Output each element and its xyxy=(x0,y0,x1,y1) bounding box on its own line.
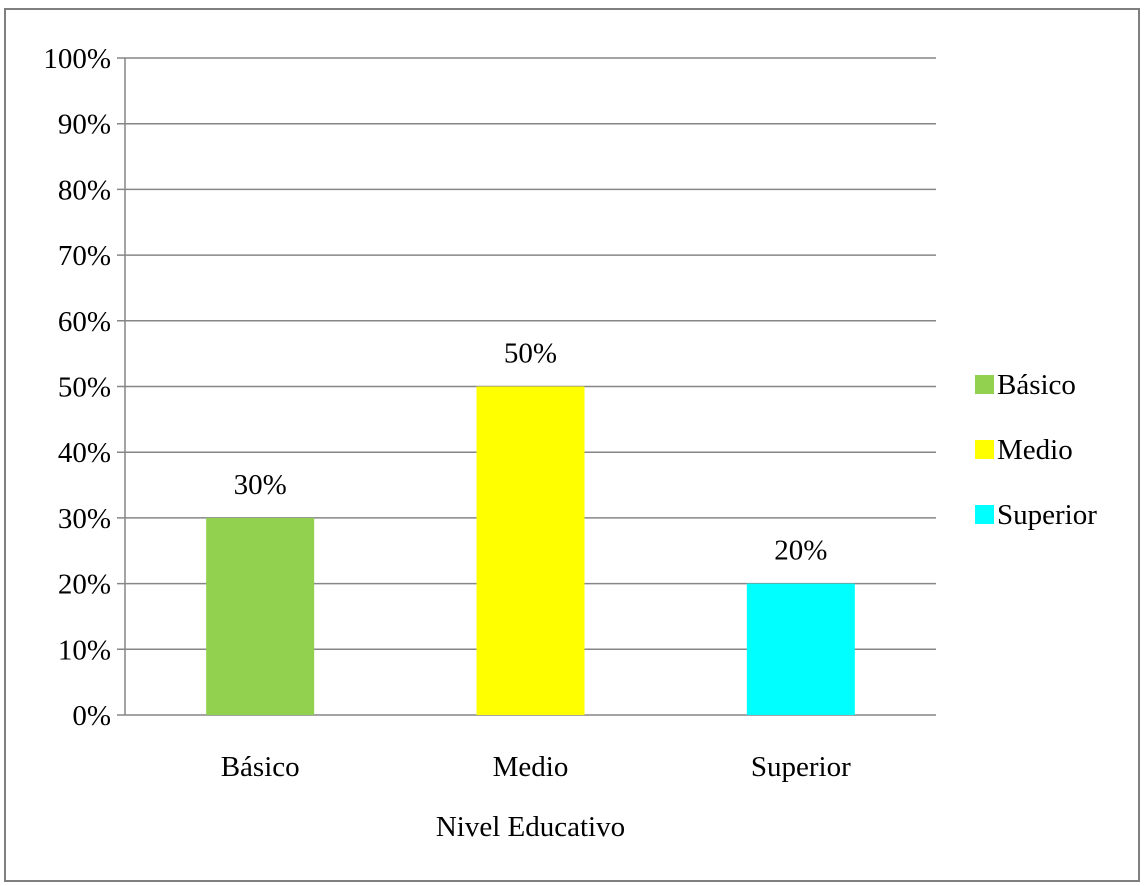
legend-swatch xyxy=(975,440,994,459)
legend-label: Básico xyxy=(997,369,1076,401)
x-category-label: Básico xyxy=(221,751,300,783)
legend-swatch xyxy=(975,375,994,394)
bar-medio xyxy=(476,386,585,715)
y-tick-label: 100% xyxy=(43,43,111,75)
data-label: 50% xyxy=(504,338,557,370)
y-tick-label: 60% xyxy=(58,306,111,338)
y-tick-label: 80% xyxy=(58,174,111,206)
legend-label: Superior xyxy=(997,499,1097,531)
y-tick-label: 10% xyxy=(58,634,111,666)
y-axis-ticks: 0% 10% 20% 30% 40% 50% 60% 70% 80% 90% 100% xyxy=(43,43,111,732)
y-tick-label: 50% xyxy=(58,372,111,404)
legend-label: Medio xyxy=(997,434,1073,466)
data-labels: 30% 50% 20% xyxy=(234,338,828,567)
y-tick-label: 0% xyxy=(72,700,111,732)
legend: Básico Medio Superior xyxy=(975,369,1097,531)
x-category-label: Superior xyxy=(751,751,851,783)
y-tick-label: 20% xyxy=(58,569,111,601)
data-label: 30% xyxy=(234,469,287,501)
data-label: 20% xyxy=(774,535,827,567)
bars xyxy=(206,386,855,715)
bar-superior xyxy=(746,583,855,715)
y-tick-label: 30% xyxy=(58,503,111,535)
legend-swatch xyxy=(975,505,994,524)
x-category-label: Medio xyxy=(493,751,569,783)
y-tick-label: 70% xyxy=(58,240,111,272)
x-axis-categories: Básico Medio Superior xyxy=(221,751,851,783)
y-tick-label: 40% xyxy=(58,437,111,469)
y-tick-label: 90% xyxy=(58,109,111,141)
x-axis-title: Nivel Educativo xyxy=(436,811,625,843)
bar-básico xyxy=(206,517,315,715)
